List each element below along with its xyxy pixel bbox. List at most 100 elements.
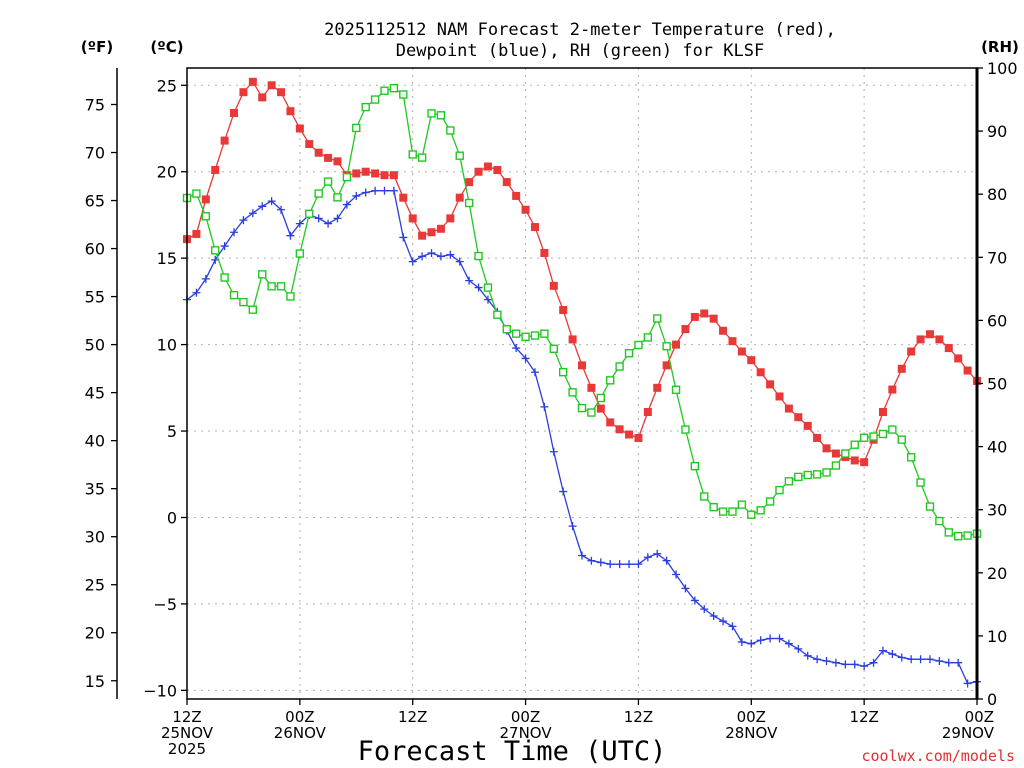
dewpoint-point — [436, 252, 445, 261]
rh-point — [427, 109, 436, 118]
temperature-point — [474, 167, 483, 176]
dewpoint-point — [474, 283, 483, 292]
celsius-tick-label: 5 — [167, 422, 177, 441]
temperature-point — [822, 444, 831, 453]
fahrenheit-tick-label: 25 — [85, 576, 105, 595]
temperature-point — [220, 136, 229, 145]
temperature-point — [361, 167, 370, 176]
rh-point — [558, 367, 568, 377]
rh-point — [784, 477, 794, 486]
rh-point — [511, 329, 521, 338]
fahrenheit-tick-label: 60 — [85, 240, 105, 259]
dewpoint-point — [521, 354, 530, 363]
rh-point — [700, 492, 709, 501]
rh-point — [399, 90, 408, 99]
temperature-point — [831, 449, 840, 458]
dewpoint-point — [878, 646, 887, 655]
dewpoint-point — [690, 596, 699, 605]
x-tick-label: 28NOV — [725, 724, 778, 742]
x-tick-label: 12Z — [849, 708, 878, 726]
temperature-point — [258, 93, 267, 102]
temperature-point — [634, 433, 643, 442]
chart-title-line-2: Dewpoint (blue), RH (green) for KLSF — [396, 41, 764, 61]
temperature-point — [888, 385, 897, 394]
temperature-point — [794, 413, 803, 422]
credit-text: coolwx.com/models — [861, 747, 1015, 765]
rh-point — [925, 502, 935, 511]
rh-tick-label: 40 — [987, 438, 1007, 457]
chart-title-line-1: 2025112512 NAM Forecast 2-meter Temperat… — [324, 20, 836, 40]
temperature-point — [596, 404, 605, 413]
dewpoint-point — [719, 617, 728, 626]
dewpoint-point — [615, 560, 624, 569]
dewpoint-point — [925, 655, 934, 664]
temperature-point — [277, 88, 286, 97]
temperature-point — [352, 169, 361, 178]
dewpoint-point — [747, 639, 756, 648]
rh-tick-label: 0 — [987, 690, 997, 709]
celsius-tick-label: 0 — [167, 508, 177, 527]
temperature-point — [709, 314, 718, 323]
rh-tick-label: 30 — [987, 501, 1007, 520]
fahrenheit-tick-label: 50 — [85, 336, 105, 355]
celsius-tick-label: −5 — [153, 595, 177, 614]
temperature-point — [295, 124, 304, 133]
temperature-point — [784, 404, 793, 413]
dewpoint-point — [578, 551, 586, 560]
temperature-point — [371, 169, 380, 178]
rh-point — [643, 333, 653, 342]
rh-point — [239, 297, 248, 307]
dewpoint-point — [267, 197, 276, 206]
rh-point — [549, 344, 558, 353]
fahrenheit-tick-label: 30 — [85, 528, 105, 547]
dewpoint-point — [342, 200, 351, 209]
temperature-point — [681, 325, 690, 334]
x-tick-label: 12Z — [398, 708, 427, 726]
temperature-point — [399, 193, 408, 202]
rh-point — [869, 432, 878, 441]
x-tick-label: 00Z — [285, 708, 314, 726]
rh-point — [831, 461, 841, 470]
rh-point — [201, 212, 211, 221]
celsius-tick-label: 25 — [157, 76, 177, 95]
rh-point — [493, 310, 502, 319]
rh-point — [888, 425, 897, 434]
grid-lines — [187, 68, 977, 699]
temperature-point — [211, 165, 220, 174]
temperature-point — [719, 326, 728, 335]
dewpoint-point — [728, 622, 737, 631]
rh-point — [258, 270, 267, 279]
temperature-point — [766, 380, 775, 389]
rh-point — [389, 83, 399, 93]
rh-tick-label: 100 — [987, 59, 1018, 78]
rh-point — [483, 283, 493, 292]
rh-point — [709, 502, 718, 512]
dewpoint-point — [860, 662, 869, 671]
rh-tick-label: 80 — [987, 185, 1007, 204]
dewpoint-point — [653, 549, 662, 558]
x-tick-label: 27NOV — [500, 724, 553, 742]
dewpoint-point — [841, 660, 850, 669]
fahrenheit-tick-label: 75 — [85, 95, 105, 114]
dewpoint-point — [295, 219, 304, 228]
celsius-tick-label: 20 — [157, 163, 177, 182]
temperature-point — [803, 421, 812, 430]
dewpoint-point — [220, 242, 229, 251]
temperature-point — [549, 281, 558, 290]
x-tick-label: 2025 — [168, 740, 206, 758]
dewpoint-point — [944, 658, 953, 667]
dewpoint-point — [775, 634, 784, 643]
rh-point — [323, 177, 333, 186]
rh-point — [794, 472, 803, 482]
temperature-point — [248, 77, 257, 86]
temperature-point — [813, 433, 822, 442]
temperature-point — [408, 214, 417, 223]
dewpoint-point — [352, 191, 361, 200]
temperature-point — [690, 312, 699, 321]
dewpoint-point — [559, 487, 568, 496]
temperature-point — [944, 344, 953, 353]
dewpoint-point — [916, 655, 925, 664]
dewpoint-point — [361, 188, 370, 197]
temperature-point — [455, 193, 464, 202]
rh-point — [286, 292, 295, 301]
